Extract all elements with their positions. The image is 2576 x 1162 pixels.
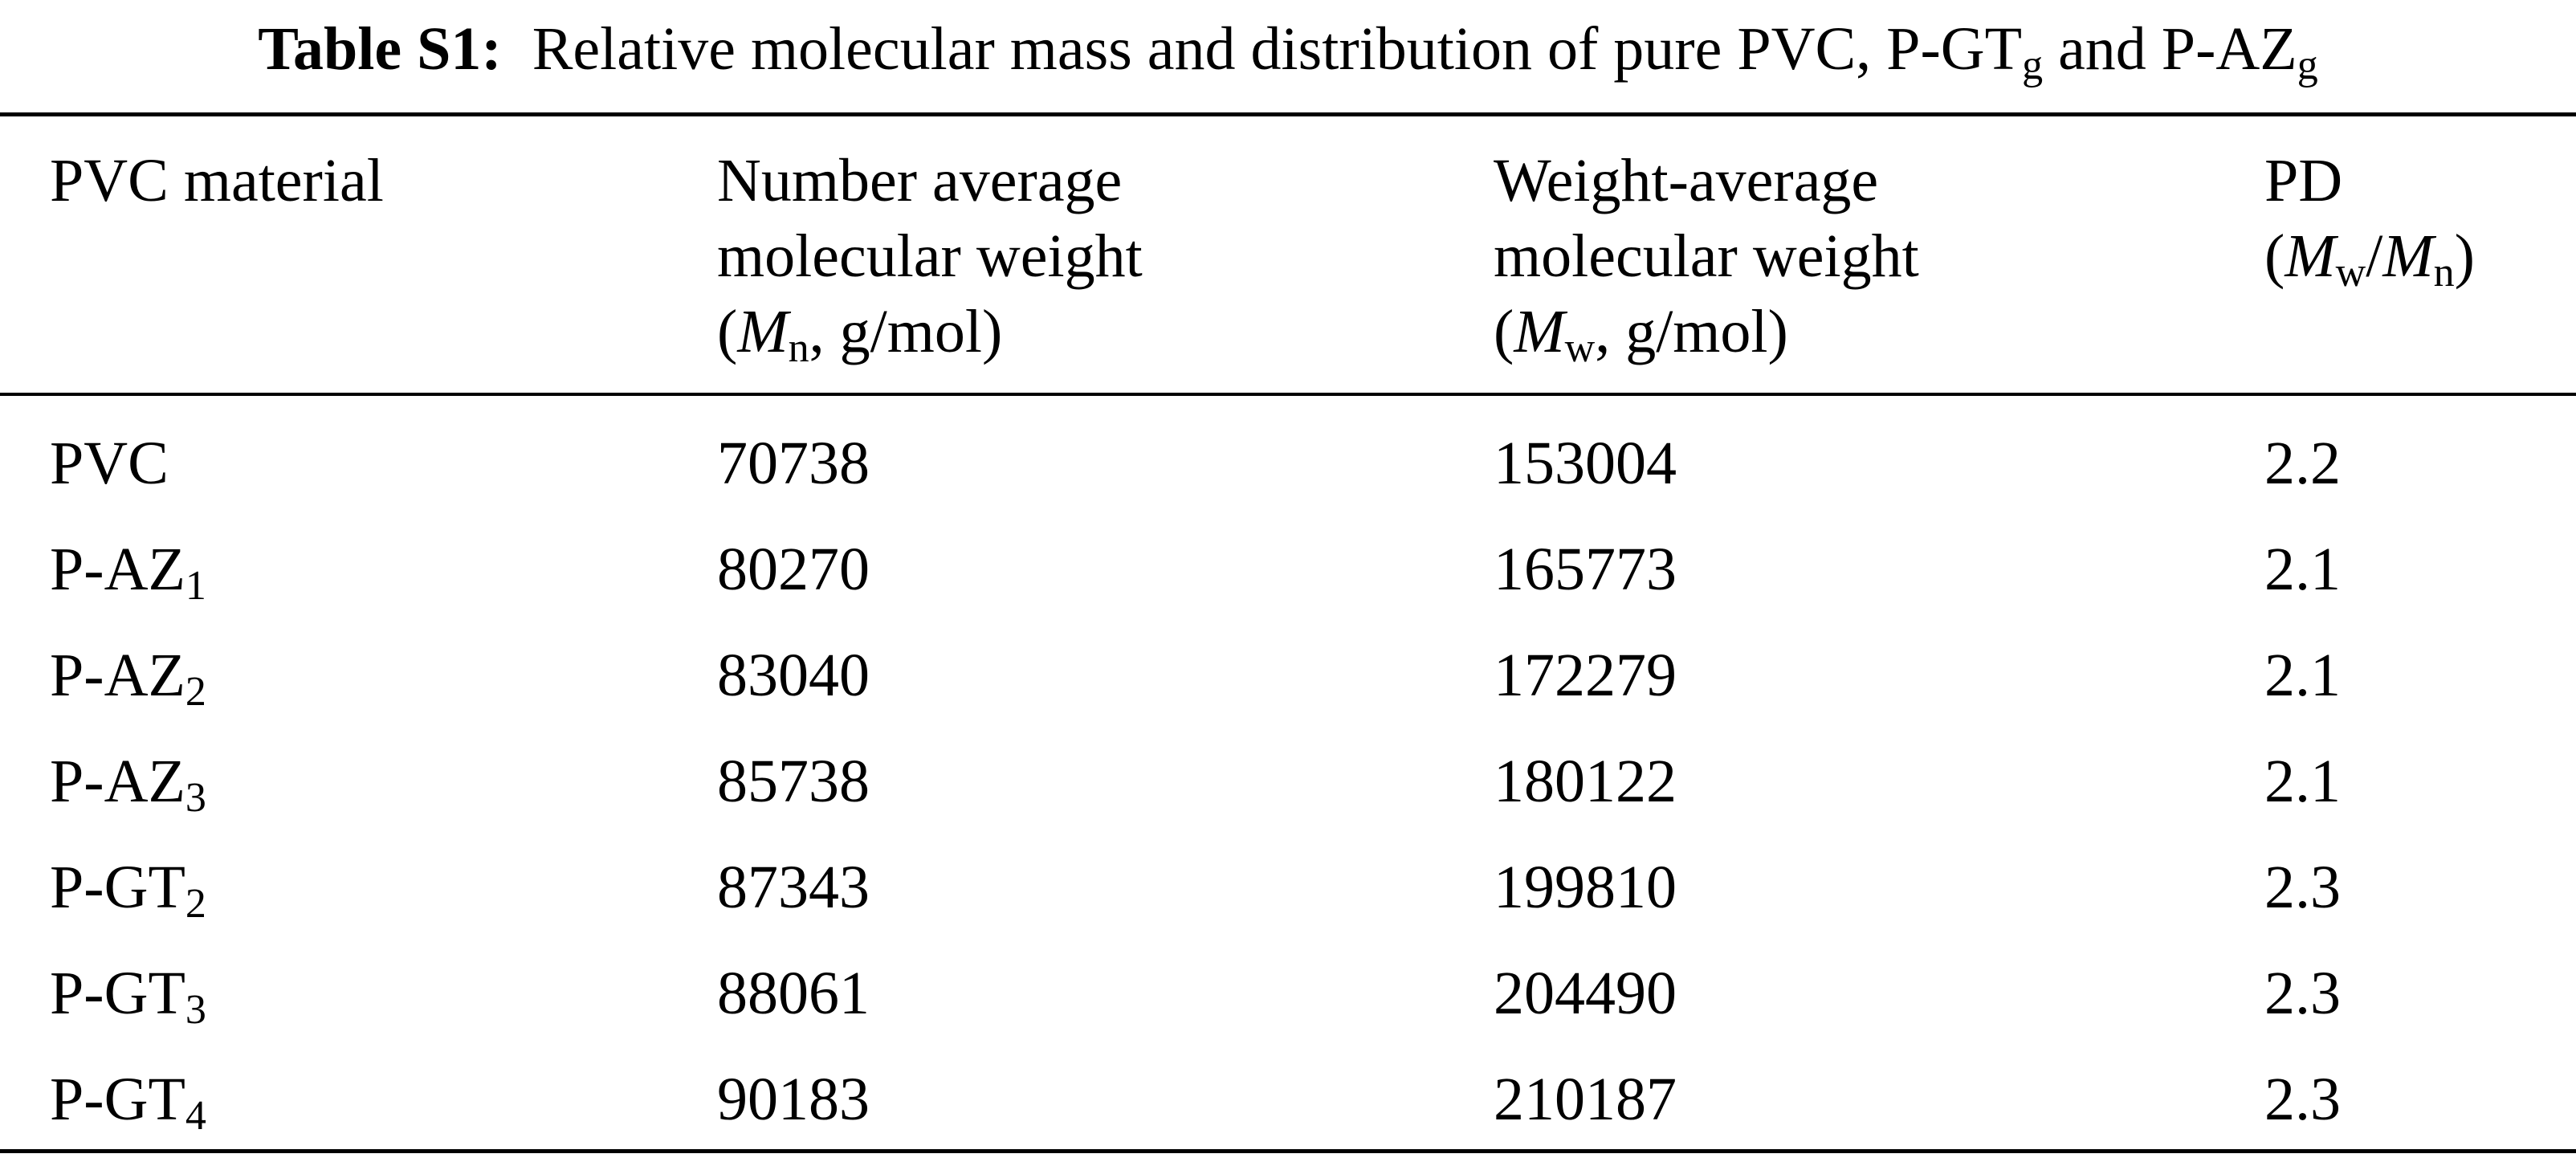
header-mn-line1: Number average: [717, 147, 1123, 214]
cell-pd: 2.1: [2264, 642, 2341, 709]
header-mw-unit: , g/mol): [1595, 298, 1788, 365]
header-mw-symbol: M: [1514, 298, 1565, 365]
header-mn-open: (: [717, 298, 738, 365]
cell-mn: 87343: [717, 854, 870, 921]
header-pd-line2: (Mw/Mn): [2264, 218, 2475, 294]
table-top-rule: [0, 112, 2576, 116]
header-mw-open: (: [1494, 298, 1514, 365]
header-mw-subscript: w: [1564, 325, 1596, 371]
cell-mw: 204490: [1494, 960, 1677, 1027]
cell-material: P-AZ2: [50, 642, 206, 715]
header-mw-line1: Weight-average: [1494, 147, 1879, 214]
header-pvc-material-text: PVC material: [50, 147, 384, 214]
header-mw-line2: molecular weight: [1494, 222, 1919, 290]
table-bottom-rule: [0, 1149, 2576, 1153]
header-pd-symbol-mw: M: [2285, 222, 2336, 290]
table-caption-subscript-az: g: [2297, 43, 2318, 88]
header-pvc-material: PVC material: [50, 143, 384, 218]
cell-mn: 88061: [717, 960, 870, 1027]
cell-pd: 2.3: [2264, 854, 2341, 921]
header-pd-symbol-mn: M: [2382, 222, 2434, 290]
header-weight-average: Weight-average molecular weight (Mw, g/m…: [1494, 143, 1919, 369]
header-mn-line3: (Mn, g/mol): [717, 294, 1143, 369]
cell-material: PVC: [50, 430, 169, 497]
cell-mw: 172279: [1494, 642, 1677, 709]
cell-material: P-AZ1: [50, 536, 206, 609]
header-number-average: Number average molecular weight (Mn, g/m…: [717, 143, 1143, 369]
header-pd-line1: PD: [2264, 147, 2343, 214]
cell-mw: 165773: [1494, 536, 1677, 603]
cell-pd: 2.1: [2264, 748, 2341, 815]
cell-mw: 180122: [1494, 748, 1677, 815]
cell-pd: 2.1: [2264, 536, 2341, 603]
header-pd-open: (: [2264, 222, 2285, 290]
cell-pd: 2.3: [2264, 1066, 2341, 1133]
table-header-rule: [0, 393, 2576, 396]
header-mn-unit: , g/mol): [809, 298, 1003, 365]
header-pd-close: ): [2454, 222, 2475, 290]
cell-pd: 2.2: [2264, 430, 2341, 497]
header-pd-subscript-n: n: [2433, 250, 2455, 296]
cell-mn: 80270: [717, 536, 870, 603]
header-mn-symbol: M: [737, 298, 789, 365]
cell-mn: 70738: [717, 430, 870, 497]
cell-pd: 2.3: [2264, 960, 2341, 1027]
table-caption-text: Relative molecular mass and distribution…: [532, 15, 2023, 83]
table-caption-text-and: and P-AZ: [2043, 15, 2297, 83]
table-caption-label: Table S1:: [258, 15, 502, 83]
header-pd-slash: /: [2366, 222, 2383, 290]
header-mn-subscript: n: [788, 325, 809, 371]
cell-mn: 90183: [717, 1066, 870, 1133]
table-caption-subscript-gt: g: [2022, 43, 2044, 88]
cell-mw: 199810: [1494, 854, 1677, 921]
cell-material: P-GT2: [50, 854, 206, 927]
cell-mw: 210187: [1494, 1066, 1677, 1133]
cell-material: P-GT3: [50, 960, 206, 1033]
cell-mn: 85738: [717, 748, 870, 815]
header-pd-subscript-w: w: [2335, 250, 2366, 296]
cell-mn: 83040: [717, 642, 870, 709]
header-mw-line3: (Mw, g/mol): [1494, 294, 1919, 369]
cell-mw: 153004: [1494, 430, 1677, 497]
cell-material: P-GT4: [50, 1066, 206, 1139]
cell-material: P-AZ3: [50, 748, 206, 821]
header-mn-line2: molecular weight: [717, 222, 1143, 290]
header-pd: PD (Mw/Mn): [2264, 143, 2475, 294]
table-caption: Table S1: Relative molecular mass and di…: [0, 5, 2576, 93]
